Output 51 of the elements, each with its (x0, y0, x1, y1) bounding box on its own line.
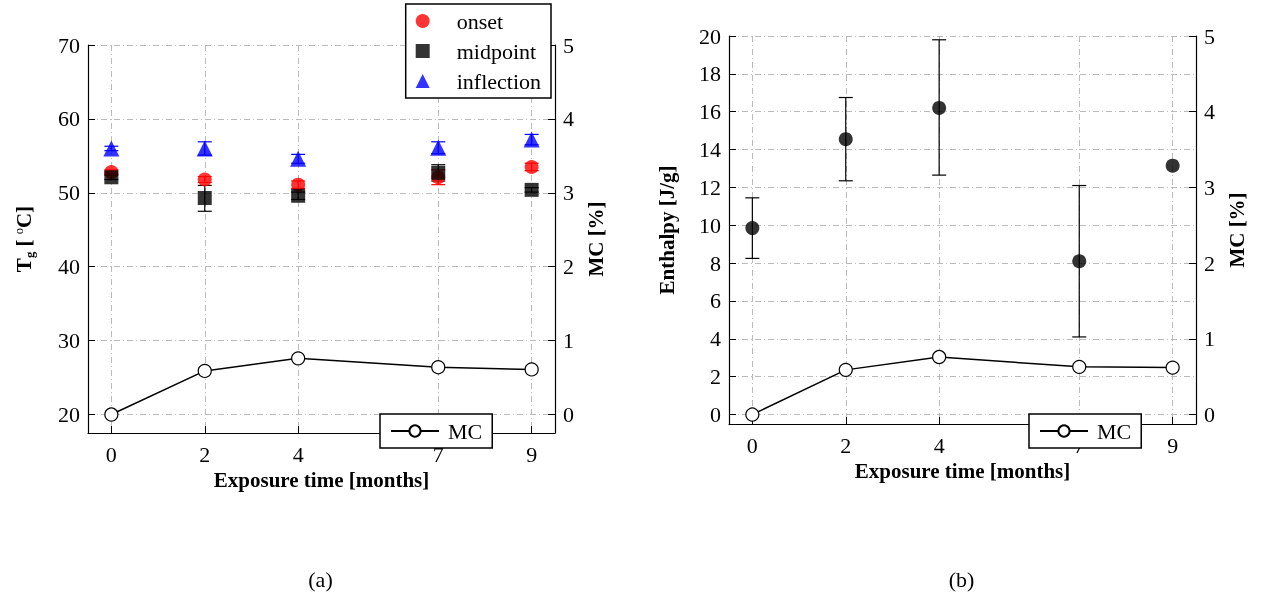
y2-tick-label: 4 (1204, 99, 1215, 125)
y2-tick-label: 1 (1204, 326, 1215, 352)
x-tick-label: 7 (432, 441, 444, 467)
y2-tick-label: 2 (563, 254, 574, 280)
y-tick-label: 2 (710, 364, 721, 390)
text: (b) (948, 566, 975, 592)
y-axis-title: Tg [ oC] (12, 205, 37, 273)
y-tick-label: 16 (699, 99, 721, 125)
y2-tick-label: 2 (1204, 250, 1215, 276)
x-axis-title: Exposure time [months] (854, 459, 1071, 484)
legend-label: midpoint (456, 38, 537, 64)
x-tick-label: 2 (840, 432, 852, 458)
y-tick-label: 8 (710, 250, 721, 276)
y-tick-label: 14 (699, 137, 721, 163)
y2-tick-label: 3 (563, 180, 574, 206)
y-tick-label: 50 (58, 180, 80, 206)
legend-label: MC (1097, 418, 1132, 444)
y2-tick-label: 5 (1204, 23, 1215, 49)
y2-tick-label: 5 (563, 32, 574, 58)
y-tick-label: 4 (710, 326, 721, 352)
y2-tick-label: 4 (563, 106, 574, 132)
x-tick-label: 0 (105, 441, 117, 467)
x-tick-label: 0 (746, 432, 758, 458)
y-tick-label: 12 (699, 174, 721, 200)
legend-label: inflection (456, 68, 542, 94)
y-tick-label: 60 (58, 106, 80, 132)
y2-tick-label: 0 (563, 402, 574, 428)
y-tick-label: 20 (58, 402, 80, 428)
y-tick-label: 6 (710, 288, 721, 314)
x-axis-title: Exposure time [months] (213, 468, 430, 493)
legend-label: onset (456, 8, 504, 34)
x-tick-label: 9 (526, 441, 538, 467)
text: (a) (308, 566, 333, 592)
y2-axis-title: MC [%] (1224, 192, 1249, 268)
y2-axis-title: MC [%] (583, 201, 608, 277)
y-tick-label: 0 (710, 402, 721, 428)
legend-label: MC (448, 418, 483, 444)
y-tick-label: 18 (699, 61, 721, 87)
y-axis-title: Enthalpy [J/g] (654, 165, 679, 295)
y-tick-label: 70 (58, 32, 80, 58)
x-tick-label: 4 (292, 441, 304, 467)
y-tick-label: 40 (58, 254, 80, 280)
y-tick-label: 20 (699, 23, 721, 49)
x-tick-label: 4 (933, 432, 945, 458)
y2-tick-label: 3 (1204, 174, 1215, 200)
y-tick-label: 10 (699, 212, 721, 238)
y2-tick-label: 0 (1204, 402, 1215, 428)
y-tick-label: 30 (58, 328, 80, 354)
y2-tick-label: 1 (563, 328, 574, 354)
x-tick-label: 9 (1167, 432, 1179, 458)
x-tick-label: 2 (199, 441, 211, 467)
